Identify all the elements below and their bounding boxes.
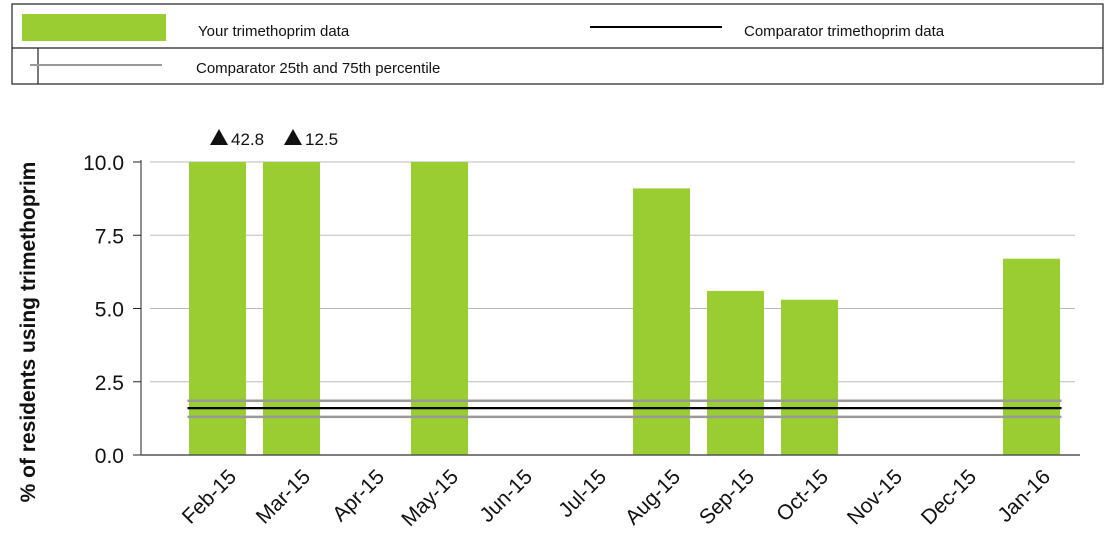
bar (263, 162, 320, 455)
bar (633, 188, 690, 455)
comparator-lines (141, 399, 1080, 456)
x-tick-label: May-15 (397, 465, 463, 531)
x-tick-label: Dec-15 (917, 465, 981, 529)
x-axis-ticks: Feb-15 Mar-15 Apr-15 May-15 Jun-15 Jul-15 Aug-… (178, 465, 1055, 531)
overflow-annotations: 42.8 12.5 (210, 129, 338, 149)
y-tick-label: 2.5 (95, 372, 124, 395)
x-tick-label: Aug-15 (621, 465, 685, 529)
y-tick-label: 5.0 (95, 299, 124, 322)
y-axis-ticks: 0.0 2.5 5.0 7.5 10.0 (83, 152, 142, 468)
x-tick-label: Apr-15 (328, 465, 389, 526)
x-tick-label: Feb-15 (178, 465, 241, 528)
y-tick-label: 10.0 (83, 152, 124, 175)
x-tick-label: Mar-15 (252, 465, 315, 528)
bars (189, 162, 1060, 455)
x-tick-label: Jun-15 (475, 465, 537, 527)
legend-percentile-label: Comparator 25th and 75th percentile (196, 60, 440, 77)
legend-your-data-swatch (22, 14, 166, 41)
bar (707, 290, 764, 455)
x-tick-label: Nov-15 (843, 465, 907, 529)
bar (1003, 258, 1060, 455)
x-tick-label: Sep-15 (695, 465, 759, 529)
legend-border (11, 3, 1104, 85)
overflow-triangle-icon (284, 129, 302, 145)
x-tick-label: Jan-16 (993, 465, 1055, 527)
overflow-value-label: 42.8 (231, 130, 264, 149)
bar (411, 162, 468, 455)
x-tick-label: Jul-15 (554, 465, 611, 522)
legend-your-data-label: Your trimethoprim data (198, 23, 350, 40)
bar (781, 299, 838, 455)
y-tick-label: 0.0 (95, 445, 124, 468)
x-tick-label: Oct-15 (772, 465, 833, 526)
overflow-value-label: 12.5 (305, 130, 338, 149)
y-axis-title: % of residents using trimethoprim (17, 162, 40, 503)
overflow-triangle-icon (210, 129, 228, 145)
y-tick-label: 7.5 (95, 225, 124, 248)
legend: Your trimethoprim data Comparator trimet… (11, 3, 1104, 85)
legend-comparator-label: Comparator trimethoprim data (744, 23, 945, 40)
bar (189, 162, 246, 455)
